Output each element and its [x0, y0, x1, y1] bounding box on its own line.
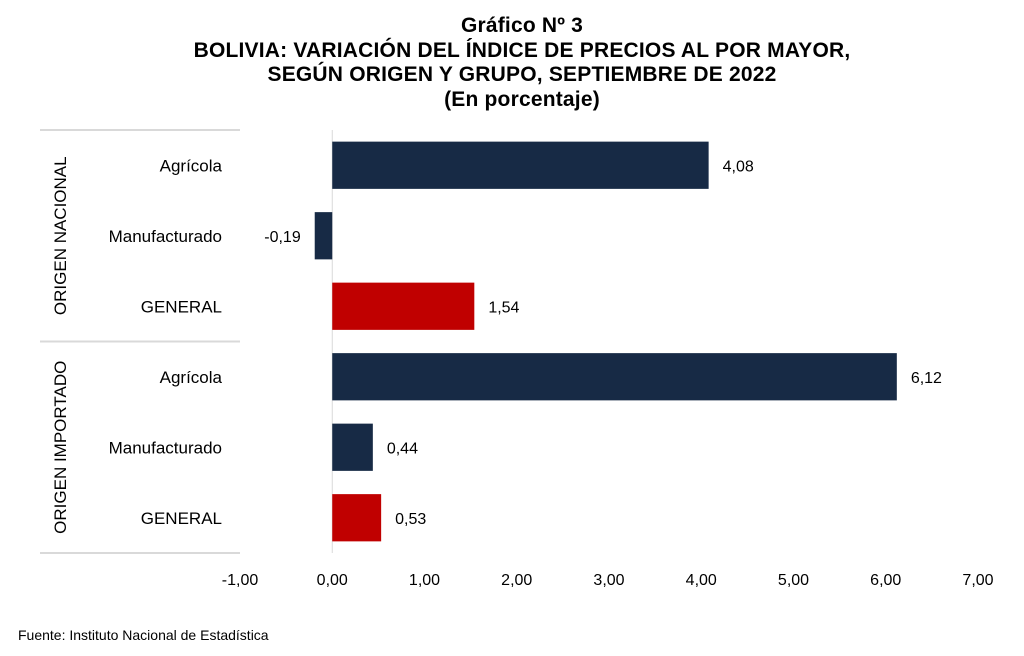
x-tick-label: 3,00 [593, 572, 624, 589]
group-label: ORIGEN NACIONAL [51, 156, 70, 315]
category-label: Manufacturado [109, 438, 222, 457]
x-tick-label: -1,00 [222, 572, 259, 589]
chart-title: Gráfico Nº 3 BOLIVIA: VARIACIÓN DEL ÍNDI… [0, 14, 1024, 112]
x-tick-label: 7,00 [962, 572, 993, 589]
category-label: Manufacturado [109, 227, 222, 246]
bar [332, 353, 897, 401]
bar [332, 282, 475, 330]
chart-title-line-4: (En porcentaje) [444, 87, 600, 111]
x-tick-label: 4,00 [686, 572, 717, 589]
category-label: Agrícola [160, 156, 223, 175]
data-label: 0,44 [387, 440, 418, 457]
x-tick-label: 2,00 [501, 572, 532, 589]
x-tick-label: 5,00 [778, 572, 809, 589]
x-tick-label: 0,00 [317, 572, 348, 589]
x-tick-label: 1,00 [409, 572, 440, 589]
bar [332, 141, 709, 189]
group-label: ORIGEN IMPORTADO [51, 361, 70, 534]
x-tick-label: 6,00 [870, 572, 901, 589]
chart-title-line-1: Gráfico Nº 3 [460, 14, 584, 37]
category-label: GENERAL [141, 297, 222, 316]
data-label: 0,53 [395, 511, 426, 528]
data-label: 4,08 [723, 158, 754, 175]
bar [332, 423, 373, 471]
source-note: Fuente: Instituto Nacional de Estadístic… [18, 627, 269, 643]
chart-title-line-3: SEGÚN ORIGEN Y GRUPO, SEPTIEMBRE DE 2022 [267, 63, 777, 86]
data-label: 6,12 [911, 370, 942, 387]
bar [332, 494, 382, 542]
data-label: -0,19 [264, 229, 301, 246]
chart-title-line-2: BOLIVIA: VARIACIÓN DEL ÍNDICE DE PRECIOS… [193, 38, 851, 62]
data-label: 1,54 [488, 299, 519, 316]
bar [314, 212, 333, 260]
category-label: Agrícola [160, 368, 223, 387]
category-label: GENERAL [141, 509, 222, 528]
